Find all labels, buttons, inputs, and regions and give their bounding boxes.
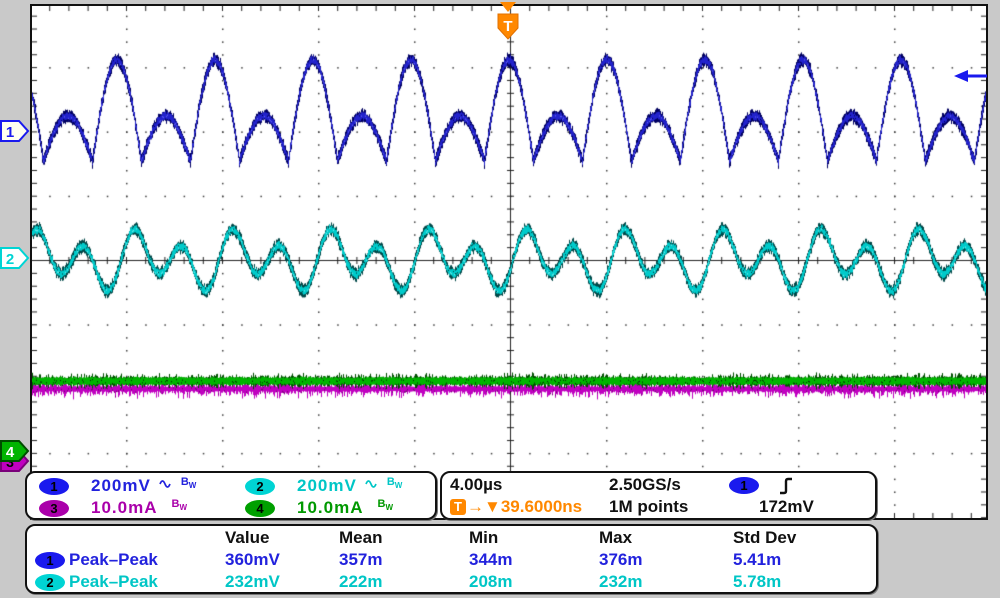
trigger-delay-readout[interactable]: T →▼ 39.6000ns [450,497,582,517]
trigger-t-icon: T [450,499,466,515]
measurement-row-ch2[interactable]: 2 Peak–Peak 232mV 222m 208m 232m 5.78m [27,572,876,594]
graticule-screen [30,4,988,520]
ac-coupling-icon [365,480,377,488]
header-stddev: Std Dev [733,528,797,547]
measurement-value: 232mV [225,572,280,591]
channel2-badge: 2 [35,574,65,591]
measurement-min: 344m [469,550,513,569]
measurement-stddev: 5.78m [733,572,782,591]
channel4-scale: 10.0mA [297,498,364,517]
trigger-arrow-icon [500,2,516,12]
channel2-marker-label: 2 [6,251,14,268]
measurement-mean: 222m [339,572,383,591]
channel3-badge[interactable]: 3 [39,499,69,517]
rising-edge-slope-icon[interactable] [778,476,794,495]
time-scale[interactable]: 4.00µs [450,475,503,494]
trigger-level-value[interactable]: 172mV [759,497,814,516]
channel3-marker-label: 3 [6,454,14,470]
record-length: 1M points [609,497,689,516]
measurement-name: Peak–Peak [69,550,158,569]
channel4-badge[interactable]: 4 [245,499,275,517]
trigger-position-marker[interactable]: T [495,2,521,42]
channel2-readout[interactable]: 2 200mV BW [233,476,439,496]
measurement-name: Peak–Peak [69,572,158,591]
header-min: Min [469,528,499,547]
channel4-marker-label: 4 [6,444,15,461]
measurement-min: 208m [469,572,513,591]
waveform-canvas [32,6,986,518]
bandwidth-limit-icon: BW [171,497,187,513]
channel4-position-marker[interactable]: 4 [0,440,30,462]
header-value: Value [225,528,270,547]
channel1-badge: 1 [35,552,65,569]
channel1-readout[interactable]: 1 200mV BW [27,476,233,496]
channel3-scale: 10.0mA [91,498,158,517]
channel1-marker-label: 1 [6,124,14,141]
left-arrow-icon [954,70,968,82]
bandwidth-limit-icon: BW [386,475,403,491]
trigger-source-badge[interactable]: 1 [729,477,759,494]
channel2-position-marker[interactable]: 2 [0,247,30,269]
channel2-scale: 200mV [297,476,357,495]
measurement-table: Value Mean Min Max Std Dev 1 Peak–Peak 3… [25,524,878,594]
trigger-flag-icon [497,13,519,40]
channel2-badge[interactable]: 2 [245,477,275,495]
header-max: Max [599,528,633,547]
channel4-readout[interactable]: 4 10.0mA BW [233,498,439,518]
measurement-max: 376m [599,550,643,569]
trigger-delay-value: 39.6000ns [500,497,583,516]
channel1-badge[interactable]: 1 [39,477,69,495]
channel1-scale: 200mV [91,476,151,495]
trigger-level-arrow[interactable] [952,68,990,84]
timebase-trigger-box: 4.00µs 2.50GS/s 1 T →▼ 39.6000ns 1M points… [440,471,877,520]
measurement-header-row: Value Mean Min Max Std Dev [27,528,876,550]
measurement-stddev: 5.41m [733,550,782,569]
measurement-mean: 357m [339,550,383,569]
channel-readout-box: 1 200mV BW 2 200mV BW 3 10.0mA BW 4 10.0… [25,471,437,520]
measurement-row-ch1[interactable]: 1 Peak–Peak 360mV 357m 344m 376m 5.41m [27,550,876,572]
measurement-max: 232m [599,572,643,591]
header-mean: Mean [339,528,383,547]
bandwidth-limit-icon: BW [377,497,393,513]
measurement-value: 360mV [225,550,280,569]
sample-rate: 2.50GS/s [609,475,681,494]
channel3-readout[interactable]: 3 10.0mA BW [27,498,233,518]
bandwidth-limit-icon: BW [180,475,197,491]
ac-coupling-icon [159,480,171,488]
trigger-delay-arrows: →▼ [467,497,501,516]
channel1-position-marker[interactable]: 1 [0,120,30,142]
trigger-flag-label: T [503,18,512,35]
